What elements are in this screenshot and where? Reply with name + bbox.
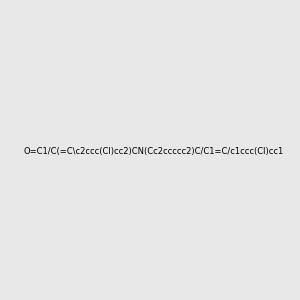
Text: O=C1/C(=C\c2ccc(Cl)cc2)CN(Cc2ccccc2)C/C1=C/c1ccc(Cl)cc1: O=C1/C(=C\c2ccc(Cl)cc2)CN(Cc2ccccc2)C/C1… xyxy=(24,147,284,156)
